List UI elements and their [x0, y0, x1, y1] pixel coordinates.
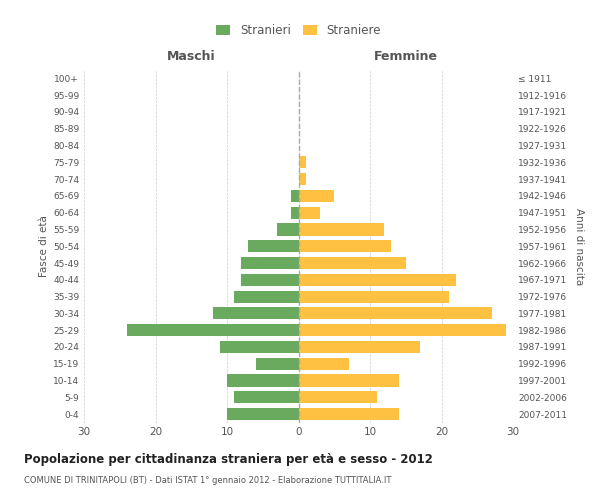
Bar — [299, 240, 391, 252]
Text: COMUNE DI TRINITAPOLI (BT) - Dati ISTAT 1° gennaio 2012 - Elaborazione TUTTITALI: COMUNE DI TRINITAPOLI (BT) - Dati ISTAT … — [24, 476, 391, 485]
Bar — [277, 224, 299, 235]
Bar — [299, 290, 449, 302]
Y-axis label: Anni di nascita: Anni di nascita — [574, 208, 584, 285]
Bar — [299, 274, 456, 286]
Bar — [227, 408, 299, 420]
Bar — [299, 173, 305, 185]
Bar — [234, 392, 299, 404]
Bar — [127, 324, 299, 336]
Bar — [299, 358, 349, 370]
Bar — [292, 206, 299, 218]
Bar — [227, 374, 299, 386]
Bar — [241, 274, 299, 286]
Bar — [292, 190, 299, 202]
Text: Popolazione per cittadinanza straniera per età e sesso - 2012: Popolazione per cittadinanza straniera p… — [24, 452, 433, 466]
Bar — [299, 324, 506, 336]
Bar — [299, 224, 385, 235]
Bar — [299, 257, 406, 269]
Bar — [241, 257, 299, 269]
Bar — [299, 392, 377, 404]
Bar — [299, 206, 320, 218]
Y-axis label: Fasce di età: Fasce di età — [39, 216, 49, 277]
Bar — [299, 374, 398, 386]
Bar — [234, 290, 299, 302]
Bar — [299, 308, 491, 320]
Bar — [299, 156, 305, 168]
Bar — [299, 408, 398, 420]
Text: Maschi: Maschi — [167, 50, 215, 64]
Bar — [256, 358, 299, 370]
Bar — [212, 308, 299, 320]
Bar — [299, 190, 334, 202]
Bar — [299, 341, 420, 353]
Bar — [248, 240, 299, 252]
Bar — [220, 341, 299, 353]
Legend: Stranieri, Straniere: Stranieri, Straniere — [212, 20, 385, 42]
Text: Femmine: Femmine — [374, 50, 438, 64]
